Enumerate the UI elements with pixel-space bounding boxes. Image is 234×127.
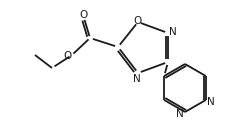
Text: O: O	[79, 10, 87, 20]
Text: N: N	[207, 97, 215, 107]
Text: N: N	[133, 74, 141, 84]
Text: O: O	[133, 16, 141, 26]
Text: O: O	[63, 51, 71, 61]
Text: N: N	[169, 27, 177, 37]
Text: N: N	[176, 109, 184, 119]
